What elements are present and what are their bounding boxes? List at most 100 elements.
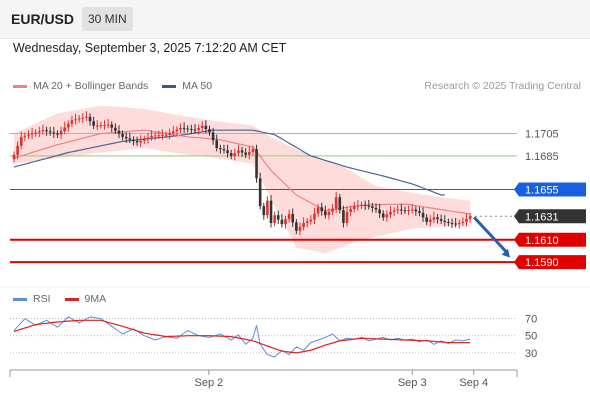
candle-body [338, 197, 342, 211]
candle-body [400, 209, 403, 211]
candle-body [432, 217, 436, 220]
candle-body [352, 206, 356, 210]
candle-body [99, 125, 103, 127]
legend-item-rsi: RSI [13, 293, 51, 305]
candle-body [454, 223, 457, 225]
candle-body [240, 150, 244, 153]
candle-body [215, 140, 219, 149]
candle-body [360, 205, 363, 207]
candle-body [30, 133, 34, 135]
9ma-swatch [64, 297, 79, 301]
candle-body [204, 125, 208, 130]
legend-label-rsi: RSI [33, 293, 51, 305]
candle-body [316, 207, 320, 214]
candles-group [12, 111, 472, 236]
candle-body [157, 135, 161, 137]
rsi-line [13, 316, 471, 358]
candle-body [251, 149, 255, 152]
candle-body [34, 132, 38, 134]
price-legend: MA 20 + Bollinger Bands MA 50 [13, 80, 226, 92]
candle-body [421, 212, 425, 218]
legend-label-ma20: MA 20 + Bollinger Bands [33, 80, 149, 92]
candle-body [229, 153, 233, 156]
candle-body [197, 127, 200, 131]
candle-body [143, 139, 146, 141]
support-2-label: 1.1590 [525, 257, 559, 269]
candle-body [41, 130, 45, 132]
candle-body [447, 221, 450, 223]
candle-body [233, 153, 237, 156]
candle-body [403, 210, 407, 212]
candle-body [349, 209, 352, 212]
candle-body [436, 217, 439, 220]
candle-body [276, 215, 280, 220]
candle-body [135, 141, 139, 143]
candle-body [295, 222, 298, 231]
candle-body [45, 130, 48, 132]
candle-body [132, 139, 135, 142]
candle-body [356, 205, 360, 207]
last-price-tag [514, 209, 586, 224]
candle-body [331, 208, 334, 212]
candle-body [219, 148, 222, 150]
candle-body [414, 209, 418, 212]
candle-body [392, 210, 396, 212]
candle-body [27, 134, 30, 136]
candle-body [12, 154, 16, 160]
candle-body [171, 131, 175, 133]
candle-body [465, 219, 468, 222]
candle-body [175, 129, 179, 132]
candle-body [208, 129, 211, 133]
candle-body [92, 121, 95, 126]
candle-body [418, 211, 421, 213]
support-1-label: 1.1610 [525, 235, 559, 247]
candle-body [106, 124, 110, 126]
candle-body [266, 200, 269, 216]
candle-body [56, 133, 59, 135]
research-credit: Research © 2025 Trading Central [424, 80, 581, 92]
candle-body [255, 149, 258, 179]
candle-body [226, 150, 229, 154]
candle-body [182, 127, 186, 129]
candle-body [146, 137, 150, 140]
candle-body [457, 222, 461, 225]
candle-body [186, 128, 190, 130]
legend-label-9ma: 9MA [84, 293, 107, 305]
candle-body [139, 140, 142, 143]
candle-body [168, 132, 171, 135]
candle-body [128, 138, 132, 140]
projection-arrow-head [501, 248, 510, 258]
ma50-line [13, 129, 445, 196]
candle-body [88, 116, 92, 122]
candle-body [342, 210, 345, 223]
candle-body [153, 135, 157, 137]
candle-body [95, 125, 99, 127]
candle-body [269, 200, 273, 223]
legend-item-ma20: MA 20 + Bollinger Bands [13, 80, 148, 92]
candle-body [63, 127, 66, 132]
ma50-swatch [162, 84, 177, 88]
candle-body [313, 213, 316, 220]
9ma-line [13, 319, 471, 354]
candle-body [305, 221, 309, 223]
candle-body [407, 210, 410, 212]
candle-body [334, 197, 338, 209]
candle-body [425, 217, 428, 222]
datetime-label: Wednesday, September 3, 2025 7:12:20 AM … [13, 41, 287, 55]
candle-body [381, 213, 385, 218]
rsi-tick-70: 70 [525, 314, 537, 326]
candle-body [124, 136, 128, 139]
support-2-tag [514, 255, 586, 270]
resistance-2-label: 1.1705 [525, 129, 559, 141]
top-bar: EUR/USD 30 MIN [0, 0, 590, 39]
candle-body [59, 131, 63, 135]
candle-body [248, 151, 251, 155]
candle-body [81, 117, 85, 119]
candle-body [298, 226, 302, 231]
candle-body [345, 211, 349, 223]
ma20-swatch [13, 84, 27, 88]
last-price-label: 1.1631 [525, 211, 559, 223]
x-tick-label: Sep 3 [398, 377, 427, 389]
timeframe-button[interactable]: 30 MIN [82, 7, 133, 31]
